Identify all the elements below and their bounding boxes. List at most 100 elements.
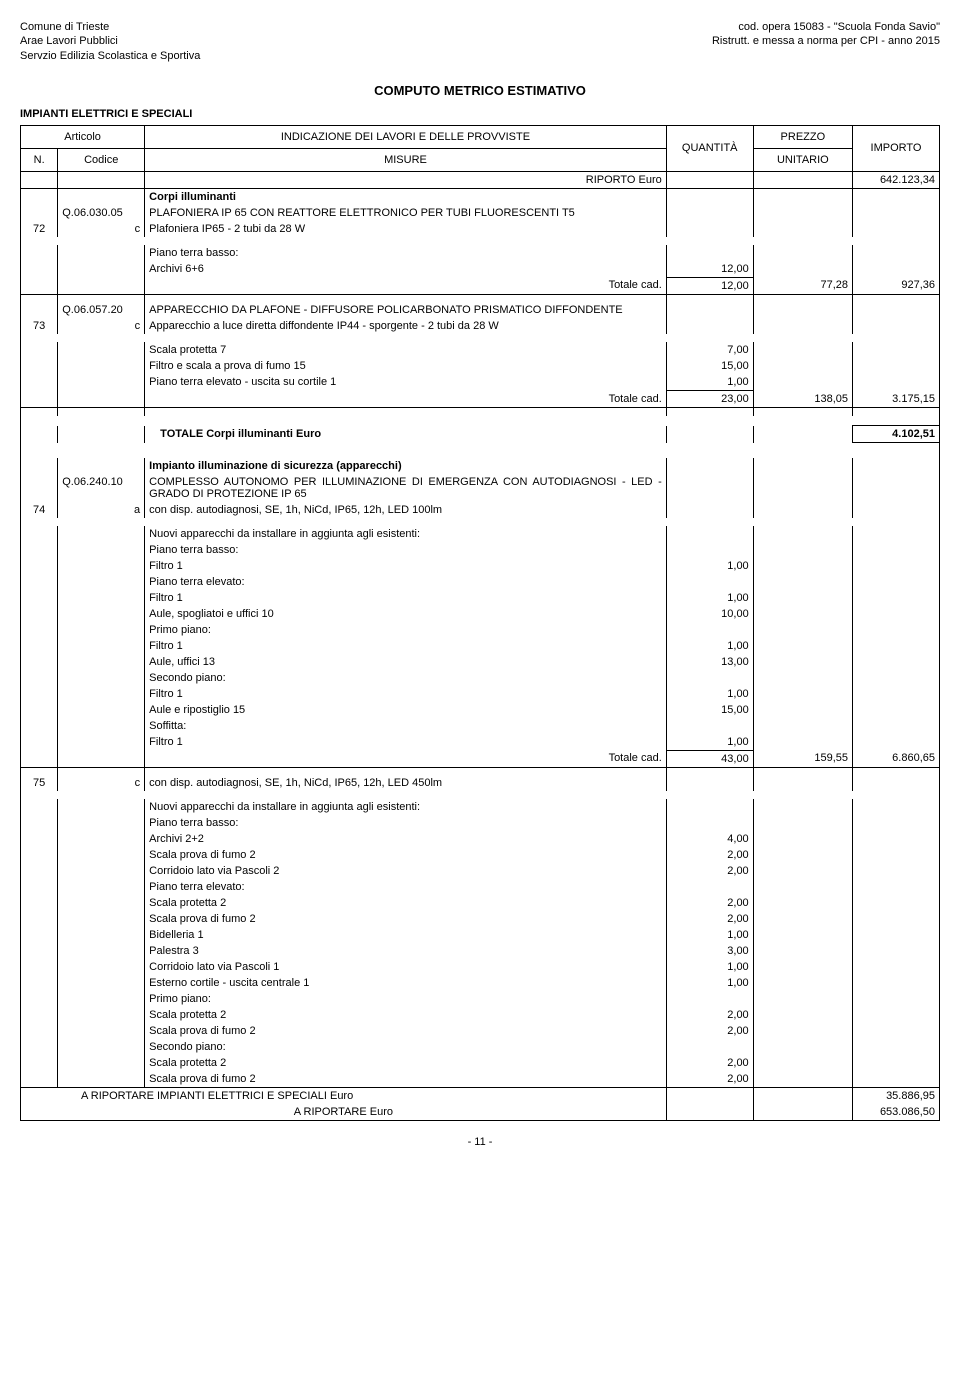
g3-totp: 159,55	[753, 750, 852, 767]
th-unitario: UNITARIO	[753, 148, 852, 171]
g4-r5q: 2,00	[666, 911, 753, 927]
g3-r4: Filtro 1	[145, 638, 667, 654]
g4-r9q: 1,00	[666, 975, 753, 991]
th-n: N.	[21, 148, 58, 171]
g4-l3: Primo piano:	[145, 991, 667, 1007]
g3-toti: 6.860,65	[853, 750, 940, 767]
g3-l4: Secondo piano:	[145, 670, 667, 686]
hl3: Servzio Edilizia Scolastica e Sportiva	[20, 49, 200, 63]
g4-r2q: 2,00	[666, 847, 753, 863]
g1-code: Q.06.030.05	[58, 205, 145, 221]
rip2-label: A RIPORTARE Euro	[21, 1104, 667, 1121]
g3-r1: Filtro 1	[145, 558, 667, 574]
g3-r1q: 1,00	[666, 558, 753, 574]
g4-r6q: 1,00	[666, 927, 753, 943]
hl2: Arae Lavori Pubblici	[20, 34, 200, 48]
sub74: a	[58, 502, 145, 518]
header-right: cod. opera 15083 - "Scuola Fonda Savio" …	[712, 20, 940, 63]
rip1-val: 35.886,95	[853, 1088, 940, 1105]
d73: Apparecchio a luce diretta diffondente I…	[145, 318, 667, 334]
thead-row2: N. Codice MISURE UNITARIO	[21, 148, 940, 171]
g4-r4: Scala protetta 2	[145, 895, 667, 911]
g4-r4q: 2,00	[666, 895, 753, 911]
g1-totq: 12,00	[666, 277, 753, 294]
g3-title: Impianto illuminazione di sicurezza (app…	[145, 458, 667, 474]
g3-intro: Nuovi apparecchi da installare in aggiun…	[145, 526, 667, 542]
g4-r11: Scala prova di fumo 2	[145, 1023, 667, 1039]
rip1-label: A RIPORTARE IMPIANTI ELETTRICI E SPECIAL…	[21, 1088, 667, 1105]
g4-r6: Bidelleria 1	[145, 927, 667, 943]
d74: con disp. autodiagnosi, SE, 1h, NiCd, IP…	[145, 502, 667, 518]
g4-l1: Piano terra basso:	[145, 815, 667, 831]
n75: 75	[21, 775, 58, 791]
totcorpi-label: TOTALE Corpi illuminanti Euro	[145, 426, 667, 443]
g4-r10: Scala protetta 2	[145, 1007, 667, 1023]
th-indicazione: INDICAZIONE DEI LAVORI E DELLE PROVVISTE	[145, 125, 667, 148]
g3-l2: Piano terra elevato:	[145, 574, 667, 590]
g3-tot: Totale cad.	[145, 750, 667, 767]
g3-l3: Primo piano:	[145, 622, 667, 638]
g3-r6: Filtro 1	[145, 686, 667, 702]
g4-r5: Scala prova di fumo 2	[145, 911, 667, 927]
g4-r3: Corridoio lato via Pascoli 2	[145, 863, 667, 879]
g2-desc: APPARECCHIO DA PLAFONE - DIFFUSORE POLIC…	[145, 302, 667, 318]
th-codice: Codice	[58, 148, 145, 171]
g2-r1: Scala protetta 7	[145, 342, 667, 358]
g4-r8q: 1,00	[666, 959, 753, 975]
hr2: Ristrutt. e messa a norma per CPI - anno…	[712, 34, 940, 48]
riporto-value: 642.123,34	[853, 171, 940, 188]
g2-tot: Totale cad.	[145, 391, 667, 408]
g4-r3q: 2,00	[666, 863, 753, 879]
rip2-val: 653.086,50	[853, 1104, 940, 1121]
g4-r13: Scala prova di fumo 2	[145, 1071, 667, 1088]
page-header: Comune di Trieste Arae Lavori Pubblici S…	[20, 20, 940, 63]
g2-totp: 138,05	[753, 391, 852, 408]
main-table: Articolo INDICAZIONE DEI LAVORI E DELLE …	[20, 125, 940, 1122]
g4-r12q: 2,00	[666, 1055, 753, 1071]
g3-r4q: 1,00	[666, 638, 753, 654]
g4-r11q: 2,00	[666, 1023, 753, 1039]
g3-r5: Aule, uffici 13	[145, 654, 667, 670]
g1-toti: 927,36	[853, 277, 940, 294]
th-importo: IMPORTO	[853, 125, 940, 171]
hl1: Comune di Trieste	[20, 20, 200, 34]
th-quantita: QUANTITÀ	[666, 125, 753, 171]
g2-r2q: 15,00	[666, 358, 753, 374]
sub72: c	[58, 221, 145, 237]
doc-title: COMPUTO METRICO ESTIMATIVO	[20, 83, 940, 98]
g3-l5: Soffitta:	[145, 718, 667, 734]
d75: con disp. autodiagnosi, SE, 1h, NiCd, IP…	[145, 775, 667, 791]
n72: 72	[21, 221, 58, 237]
riporto-row: RIPORTO Euro 642.123,34	[21, 171, 940, 188]
g1-r1q: 12,00	[666, 261, 753, 278]
g2-r1q: 7,00	[666, 342, 753, 358]
g4-intro: Nuovi apparecchi da installare in aggiun…	[145, 799, 667, 815]
d72: Plafoniera IP65 - 2 tubi da 28 W	[145, 221, 667, 237]
g1-loc: Piano terra basso:	[145, 245, 667, 261]
hr1: cod. opera 15083 - "Scuola Fonda Savio"	[712, 20, 940, 34]
th-articolo: Articolo	[21, 125, 145, 148]
g4-r12: Scala protetta 2	[145, 1055, 667, 1071]
page-number: - 11 -	[20, 1136, 940, 1148]
g3-r3: Aule, spogliatoi e uffici 10	[145, 606, 667, 622]
th-prezzo: PREZZO	[753, 125, 852, 148]
g4-r7q: 3,00	[666, 943, 753, 959]
thead-row1: Articolo INDICAZIONE DEI LAVORI E DELLE …	[21, 125, 940, 148]
g3-l1: Piano terra basso:	[145, 542, 667, 558]
g1-tot: Totale cad.	[145, 277, 667, 294]
header-left: Comune di Trieste Arae Lavori Pubblici S…	[20, 20, 200, 63]
g3-r8q: 1,00	[666, 734, 753, 751]
g4-l4: Secondo piano:	[145, 1039, 667, 1055]
section-title: IMPIANTI ELETTRICI E SPECIALI	[20, 108, 940, 120]
g4-r8: Corridoio lato via Pascoli 1	[145, 959, 667, 975]
g3-r2: Filtro 1	[145, 590, 667, 606]
g2-totq: 23,00	[666, 391, 753, 408]
n73: 73	[21, 318, 58, 334]
g4-l2: Piano terra elevato:	[145, 879, 667, 895]
g3-r6q: 1,00	[666, 686, 753, 702]
sub75: c	[58, 775, 145, 791]
g4-r1: Archivi 2+2	[145, 831, 667, 847]
g3-r2q: 1,00	[666, 590, 753, 606]
g1-r1: Archivi 6+6	[145, 261, 667, 278]
g2-r3q: 1,00	[666, 374, 753, 391]
